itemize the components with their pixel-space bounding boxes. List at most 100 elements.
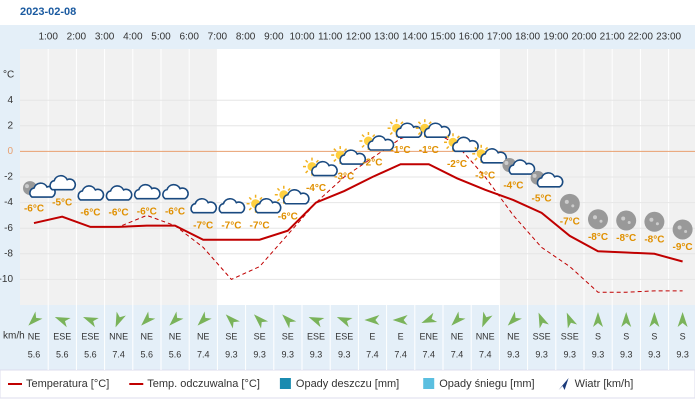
wind-direction: SSE bbox=[533, 331, 551, 341]
moon bbox=[588, 209, 608, 230]
legend-label: Temp. odczuwalna [°C] bbox=[147, 378, 260, 390]
y-tick-label: -8 bbox=[4, 248, 13, 259]
wind-direction: SE bbox=[225, 331, 237, 341]
wind-direction: SSE bbox=[561, 331, 579, 341]
hour-label: 14:00 bbox=[402, 32, 427, 43]
temperature-label: -6°C bbox=[80, 208, 100, 219]
weather-icon bbox=[616, 210, 637, 231]
sun-ray bbox=[333, 158, 337, 162]
hour-label: 20:00 bbox=[571, 32, 596, 43]
hour-label: 22:00 bbox=[628, 32, 653, 43]
wind-direction: E bbox=[398, 331, 404, 341]
wind-direction: NNE bbox=[109, 331, 128, 341]
sun-ray bbox=[305, 170, 309, 174]
moon-spot bbox=[627, 221, 631, 225]
moon bbox=[644, 211, 665, 232]
weather-icon bbox=[77, 185, 105, 201]
wind-speed: 9.3 bbox=[620, 349, 633, 359]
temperature-label: -7°C bbox=[560, 217, 580, 228]
y-tick-label: -10 bbox=[0, 274, 13, 285]
temperature-label: -1°C bbox=[391, 145, 411, 156]
wind-arrow bbox=[507, 311, 522, 326]
y-tick-label: 2 bbox=[7, 120, 13, 131]
hour-label: 11:00 bbox=[318, 32, 343, 43]
wind-speed: 9.3 bbox=[592, 349, 605, 359]
hour-label: 2:00 bbox=[67, 32, 87, 43]
sun-ray bbox=[417, 121, 422, 125]
hour-label: 16:00 bbox=[459, 32, 484, 43]
wind-arrow bbox=[83, 316, 99, 328]
temperature-label: -7°C bbox=[193, 220, 213, 231]
sun-ray bbox=[446, 135, 450, 139]
sun-ray bbox=[456, 135, 460, 139]
wind-arrow bbox=[336, 316, 353, 328]
wind-direction: E bbox=[369, 331, 375, 341]
wind-speed: 5.6 bbox=[169, 349, 182, 359]
weather-icon bbox=[644, 211, 665, 232]
weather-icon bbox=[588, 209, 608, 230]
temperature-label: -3°C bbox=[334, 172, 354, 183]
wind-direction: ESE bbox=[53, 331, 71, 341]
weather-icon bbox=[672, 219, 693, 240]
temperature-label: -7°C bbox=[250, 220, 270, 231]
wind-arrow bbox=[225, 314, 240, 329]
legend-label: Wiatr [km/h] bbox=[575, 378, 634, 390]
cloud bbox=[508, 159, 536, 175]
sun-ray bbox=[343, 148, 348, 152]
wind-direction: ESE bbox=[307, 331, 325, 341]
moon-spot bbox=[504, 161, 509, 166]
sun-ray bbox=[305, 159, 309, 163]
wind-speed: 9.3 bbox=[507, 349, 520, 359]
hour-label: 7:00 bbox=[208, 32, 228, 43]
weather-icon bbox=[472, 144, 508, 164]
cloud bbox=[190, 197, 218, 214]
sun-ray bbox=[333, 148, 337, 152]
cloud bbox=[105, 185, 133, 201]
sun-ray bbox=[259, 196, 263, 201]
temperature-label: -3°C bbox=[475, 170, 495, 181]
weather-icon bbox=[415, 119, 451, 138]
cloud bbox=[29, 182, 56, 198]
weather-icon bbox=[387, 119, 423, 138]
weather-icon bbox=[162, 183, 189, 200]
wind-speed: 7.4 bbox=[451, 349, 464, 359]
wind-direction: NE bbox=[141, 331, 154, 341]
wind-speed: 9.3 bbox=[564, 349, 577, 359]
hour-label: 5:00 bbox=[151, 32, 171, 43]
cloud bbox=[77, 185, 105, 201]
wind-arrow bbox=[677, 312, 688, 327]
wind-speed: 7.4 bbox=[112, 349, 125, 359]
wind-speed: 9.3 bbox=[310, 349, 323, 359]
temperature-label: -4°C bbox=[306, 183, 326, 194]
wind-arrow bbox=[197, 311, 212, 326]
temperature-label: -5°C bbox=[52, 197, 72, 208]
sun-ray bbox=[389, 121, 393, 125]
legend-swatch bbox=[558, 378, 569, 390]
axis-band bbox=[0, 25, 20, 370]
wind-arrow bbox=[649, 312, 660, 327]
moon-spot bbox=[571, 204, 575, 208]
sun-ray bbox=[372, 134, 376, 138]
wind-arrow bbox=[566, 312, 578, 329]
weather-icon bbox=[49, 174, 77, 191]
sun-ray bbox=[484, 146, 489, 151]
legend-swatch bbox=[279, 378, 291, 389]
temperature-label: -6°C bbox=[165, 206, 185, 217]
sun-ray bbox=[389, 131, 393, 136]
hour-label: 18:00 bbox=[515, 32, 540, 43]
wind-direction: NE bbox=[169, 331, 182, 341]
wind-speed: 7.4 bbox=[197, 349, 210, 359]
hour-label: 15:00 bbox=[430, 32, 455, 43]
temperature-label: -2°C bbox=[447, 159, 467, 170]
chart-title: 2023-02-08 bbox=[20, 6, 76, 18]
y-tick-label: -6 bbox=[4, 223, 13, 234]
temperature-label: -6°C bbox=[109, 208, 129, 219]
sun-ray bbox=[361, 134, 365, 138]
wind-axis-label: km/h bbox=[3, 331, 25, 342]
hour-label: 1:00 bbox=[38, 32, 58, 43]
moon-spot bbox=[649, 217, 654, 222]
hour-label: 3:00 bbox=[95, 32, 115, 43]
wind-direction: SE bbox=[254, 331, 266, 341]
cloud bbox=[452, 136, 479, 153]
